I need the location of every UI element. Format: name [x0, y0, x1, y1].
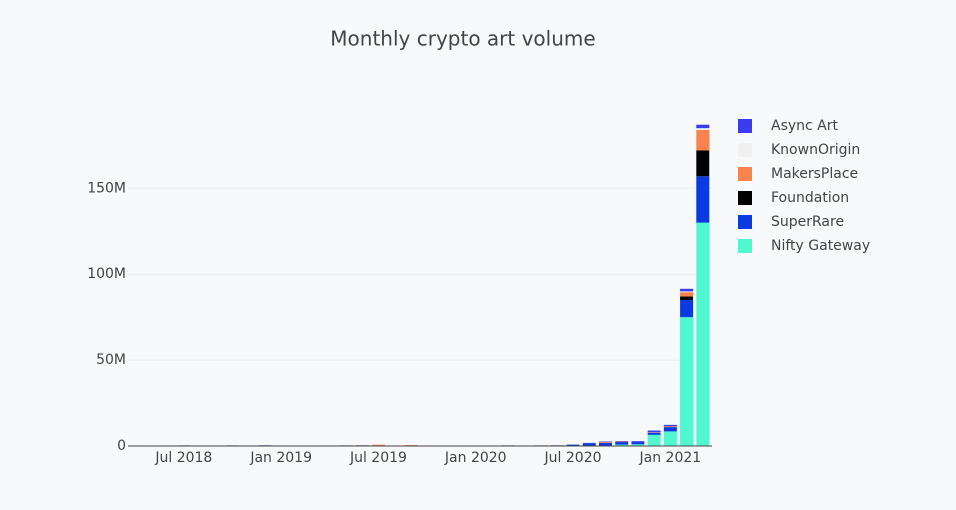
bar-segment: [696, 176, 710, 223]
bar-segment: [631, 442, 645, 445]
x-tick-label: Jul 2019: [349, 450, 407, 466]
bar-segment: [696, 129, 710, 151]
bar-segment: [680, 292, 694, 297]
bar-segment: [566, 444, 580, 446]
bar-segment: [647, 430, 661, 433]
bar-segment: [615, 441, 629, 443]
x-tick-label: Jul 2020: [544, 450, 602, 466]
bar-segment: [680, 299, 694, 318]
x-tick-label: Jan 2019: [249, 450, 312, 466]
bar-segment: [631, 444, 645, 446]
x-tick-label: Jan 2020: [444, 450, 507, 466]
bar-segment: [680, 317, 694, 446]
bar-segment: [696, 124, 710, 129]
y-tick-label: 50M: [96, 352, 126, 368]
legend-label: MakersPlace: [771, 166, 858, 182]
bar-segment: [599, 441, 612, 443]
bar-segment: [615, 444, 629, 446]
legend-swatch: [738, 239, 752, 253]
bar-segment: [582, 443, 596, 446]
bar-segment: [663, 427, 677, 432]
bar-segment: [696, 222, 710, 446]
bar-segment: [631, 441, 645, 443]
bar-segment: [615, 442, 629, 445]
legend-label: SuperRare: [771, 214, 844, 230]
legend-swatch: [738, 215, 752, 229]
legend-label: Async Art: [771, 118, 839, 134]
legend-swatch: [738, 143, 752, 157]
bar-segment: [680, 291, 694, 293]
bar-segment: [404, 445, 418, 446]
bar-segment: [615, 441, 629, 442]
x-tick-label: Jul 2018: [154, 450, 212, 466]
bar-segment: [599, 442, 612, 446]
bar-segment: [663, 426, 677, 428]
bar-segment: [680, 288, 694, 292]
bar-segment: [599, 442, 612, 443]
legend-swatch: [738, 119, 752, 133]
chart-title: Monthly crypto art volume: [330, 27, 595, 51]
bar-segment: [680, 296, 694, 300]
legend-label: KnownOrigin: [771, 142, 860, 158]
bar-segment: [371, 444, 385, 446]
y-tick-label: 100M: [87, 266, 126, 282]
bar-segment: [647, 434, 661, 446]
bar-segment: [696, 150, 710, 177]
bar-segment: [696, 128, 710, 130]
bar-segment: [663, 431, 677, 446]
x-tick-label: Jan 2021: [639, 450, 702, 466]
y-tick-label: 0: [117, 438, 126, 454]
legend-label: Nifty Gateway: [771, 238, 870, 254]
bar-segment: [647, 432, 661, 435]
y-tick-label: 150M: [87, 180, 126, 196]
legend-swatch: [738, 167, 752, 181]
bar-segment: [663, 424, 677, 427]
bar-segment: [647, 432, 661, 433]
legend-swatch: [738, 191, 752, 205]
bar-segment: [582, 442, 596, 444]
legend-label: Foundation: [771, 190, 849, 206]
